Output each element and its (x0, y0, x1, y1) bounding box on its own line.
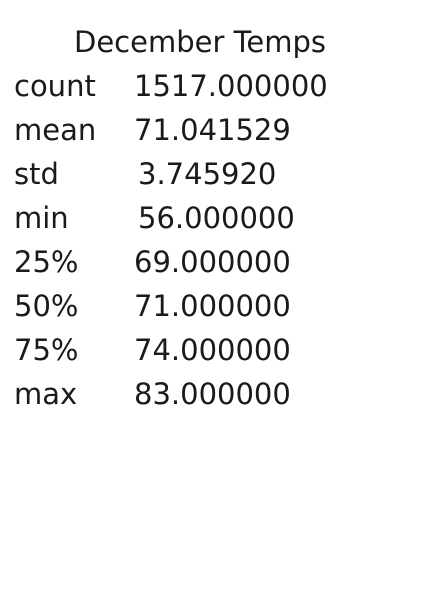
stat-label: std (14, 157, 59, 191)
stat-value: 74.000000 (134, 333, 291, 367)
stat-row-std: std 3.745920 (0, 154, 440, 194)
stat-label: min (14, 201, 69, 235)
stat-row-25-percent: 25% 69.000000 (0, 242, 440, 282)
stat-row-min: min 56.000000 (0, 198, 440, 238)
stat-label: mean (14, 113, 97, 147)
stat-label: max (14, 377, 78, 411)
stat-label: count (14, 69, 96, 103)
column-header: December Temps (74, 25, 326, 59)
stat-label: 50% (14, 289, 79, 323)
stat-value: 83.000000 (134, 377, 291, 411)
stat-row-50-percent: 50% 71.000000 (0, 286, 440, 326)
stat-value: 71.000000 (134, 289, 291, 323)
stat-label: 75% (14, 333, 79, 367)
stat-label: 25% (14, 245, 79, 279)
stat-row-75-percent: 75% 74.000000 (0, 330, 440, 370)
stat-value: 3.745920 (138, 157, 277, 191)
stat-value: 69.000000 (134, 245, 291, 279)
stat-row-mean: mean 71.041529 (0, 110, 440, 150)
stat-value: 1517.000000 (134, 69, 328, 103)
stat-value: 56.000000 (138, 201, 295, 235)
stat-row-count: count 1517.000000 (0, 66, 440, 106)
stat-row-max: max 83.000000 (0, 374, 440, 414)
stat-value: 71.041529 (134, 113, 291, 147)
